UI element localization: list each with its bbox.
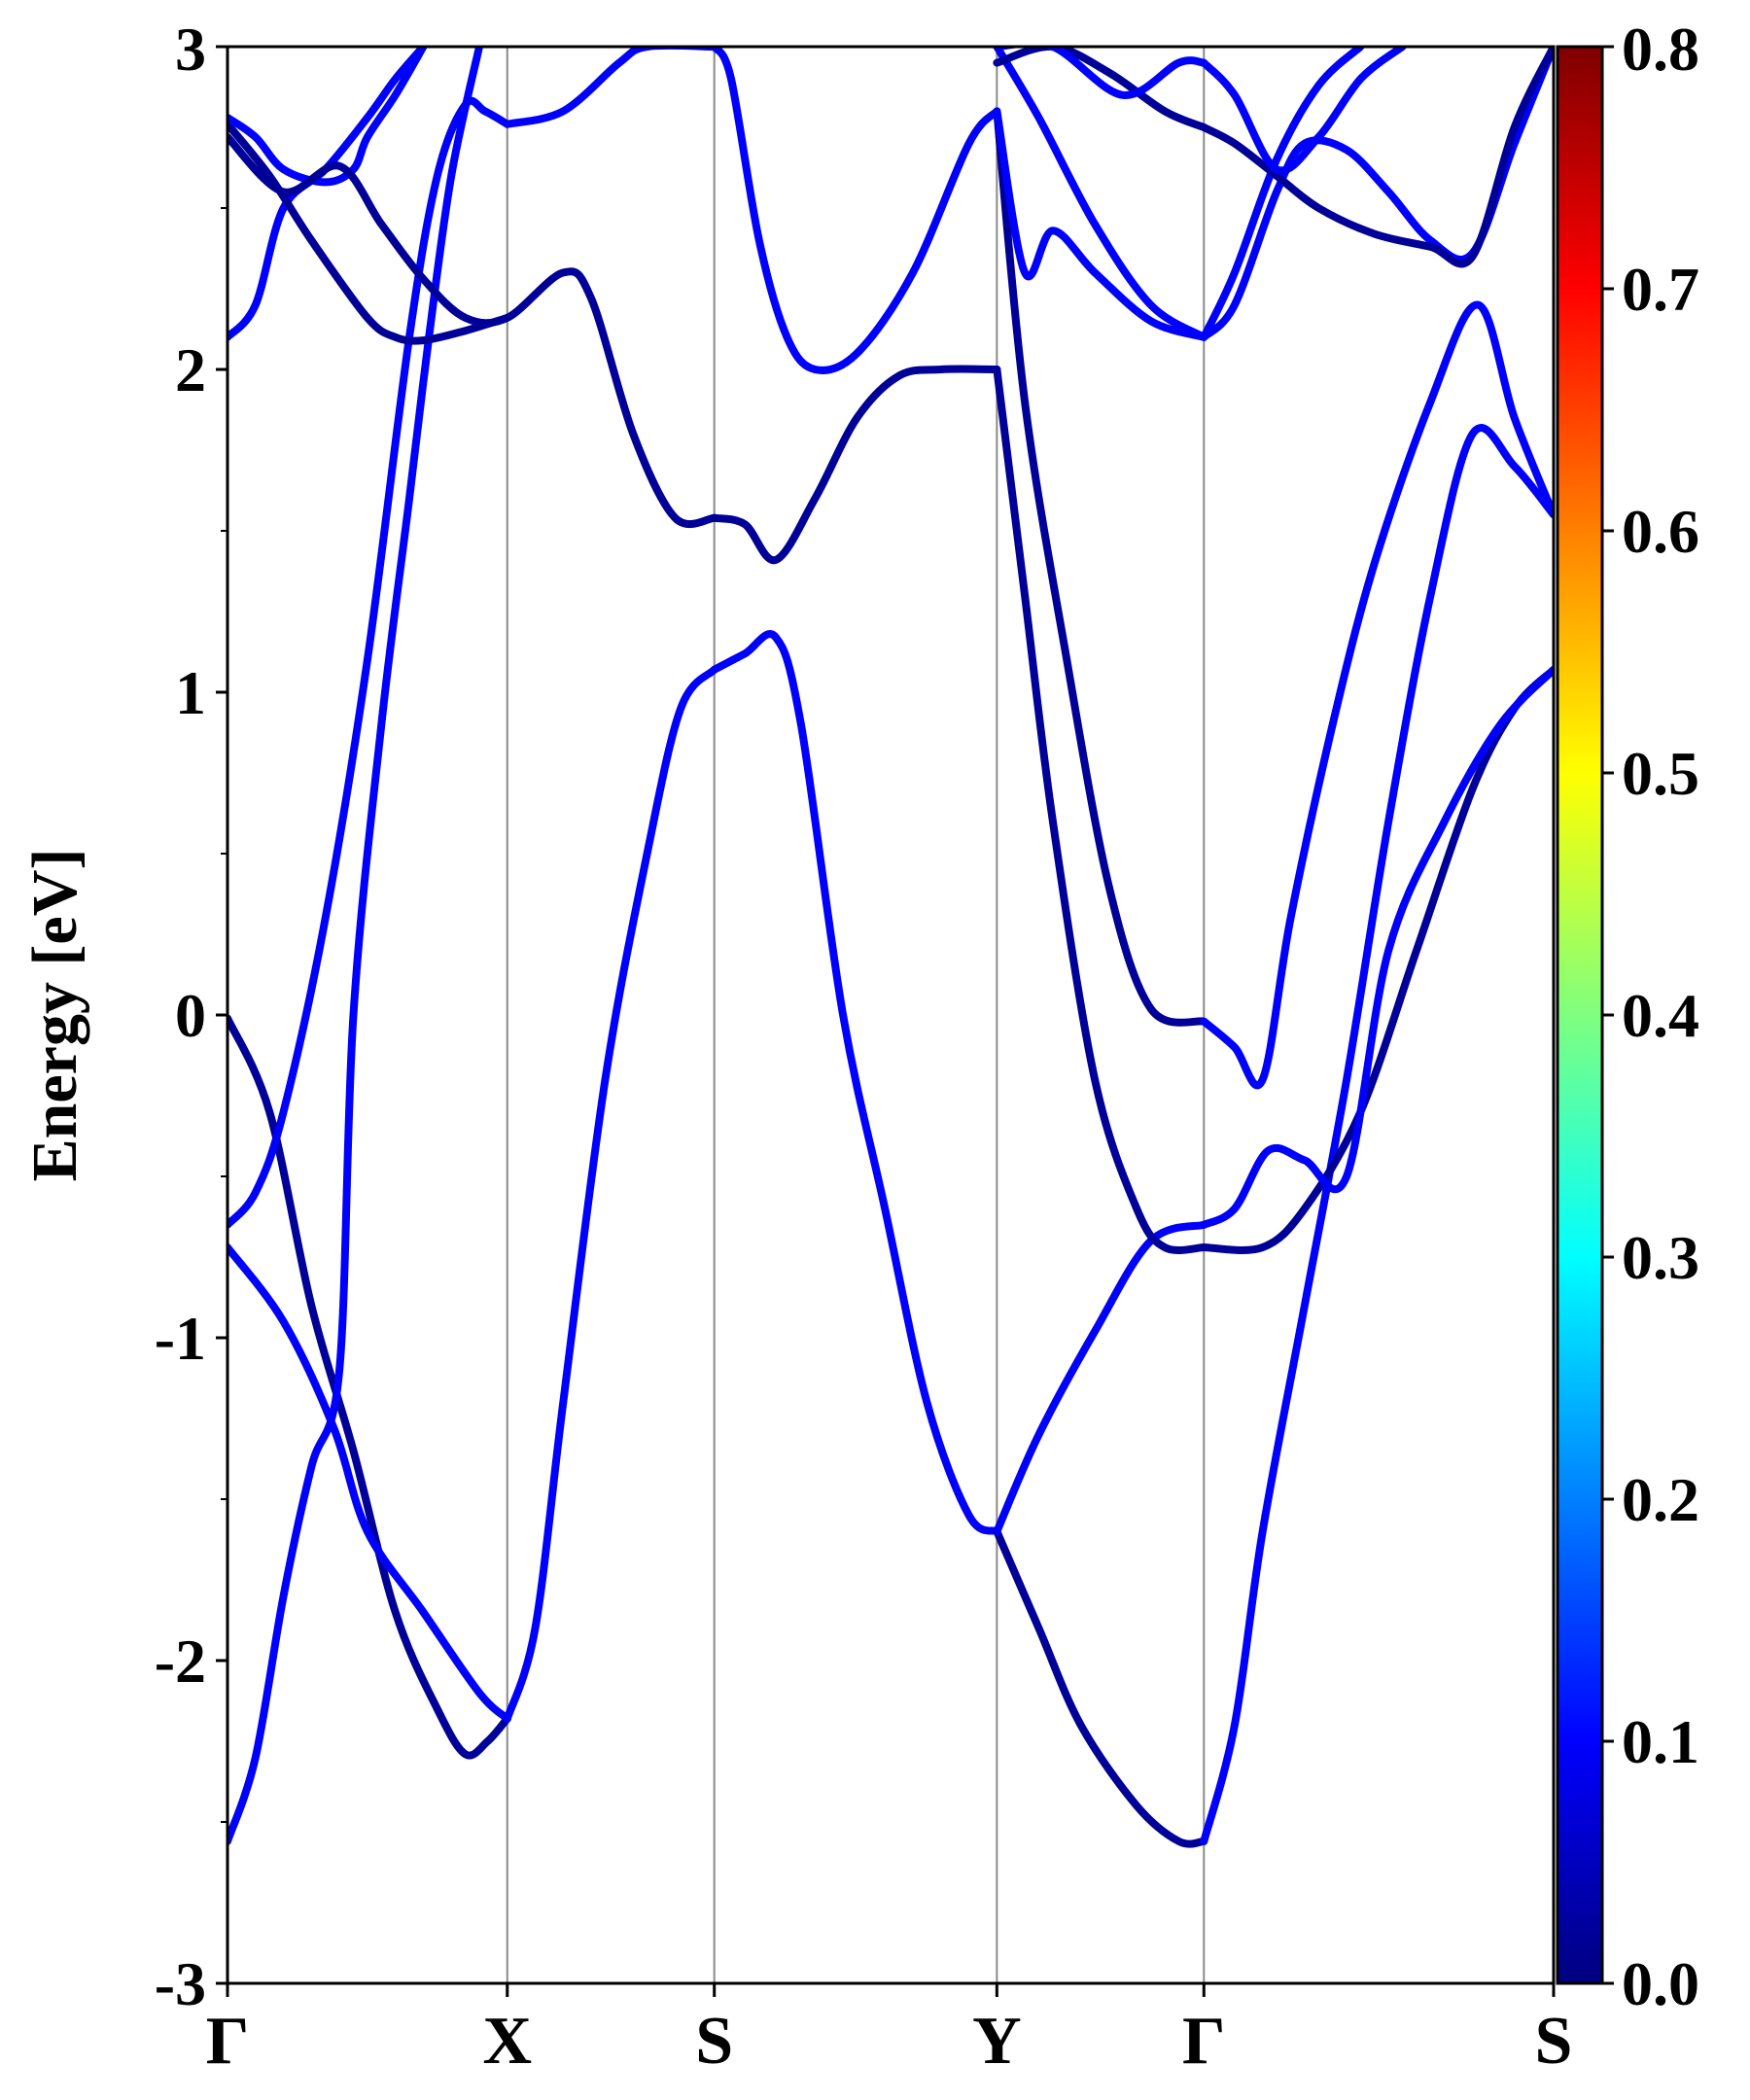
y-tick-label: 2	[175, 335, 206, 404]
band-line	[993, 366, 1208, 1254]
band-line	[228, 47, 428, 187]
band-line	[1200, 47, 1554, 341]
y-tick-label: -3	[155, 1949, 206, 2018]
kpoint-label: Γ	[1182, 2004, 1226, 2079]
axis-ticks: -3 -2 -1 0 1 2 3 Γ X S Y Γ S	[155, 15, 1573, 2079]
band-line	[228, 1243, 511, 1723]
colorbar-tick-label: 0.4	[1622, 981, 1699, 1050]
band-line	[993, 107, 1208, 341]
kpoint-label: Y	[972, 2004, 1022, 2079]
y-axis-label: Energy [eV]	[19, 849, 90, 1182]
colorbar-tick-label: 0.5	[1622, 739, 1699, 808]
kpoint-label: S	[695, 2004, 733, 2079]
y-tick-label: -1	[155, 1304, 206, 1373]
band-line	[993, 47, 1208, 341]
band-line	[710, 365, 1001, 564]
band-line	[993, 47, 1208, 99]
y-tick-label: -2	[155, 1627, 206, 1696]
band-line	[1200, 47, 1407, 175]
colorbar	[1556, 45, 1604, 1985]
band-line	[993, 1527, 1208, 1848]
band-line	[503, 665, 718, 1723]
colorbar-tick-label: 0.6	[1622, 497, 1699, 566]
kpoint-label: X	[482, 2004, 532, 2079]
band-line	[710, 630, 1001, 1536]
y-tick-label: 3	[175, 15, 206, 84]
band-line	[993, 107, 1208, 1027]
colorbar-ticks: 0.0 0.1 0.2 0.3 0.4 0.5 0.6 0.7 0.8	[1602, 15, 1699, 2018]
band-line	[993, 1220, 1208, 1536]
band-line	[503, 47, 718, 128]
kpoint-grid-lines	[506, 47, 1206, 1983]
band-line	[1200, 300, 1554, 1090]
band-line	[1200, 47, 1554, 268]
band-line	[228, 47, 483, 1845]
band-line	[1200, 665, 1554, 1229]
y-tick-label: 0	[175, 981, 206, 1050]
kpoint-label: S	[1535, 2004, 1573, 2079]
y-tick-label: 1	[175, 658, 206, 727]
band-line	[1200, 424, 1554, 1845]
colorbar-tick-label: 0.0	[1622, 1949, 1699, 2018]
colorbar-tick-label: 0.2	[1622, 1465, 1699, 1534]
band-line	[228, 133, 718, 529]
band-lines	[228, 47, 1554, 1848]
colorbar-tick-label: 0.7	[1622, 255, 1699, 324]
colorbar-tick-label: 0.1	[1622, 1707, 1699, 1776]
band-line	[228, 120, 511, 345]
band-line	[710, 47, 1001, 374]
colorbar-tick-label: 0.8	[1622, 15, 1699, 84]
colorbar-tick-label: 0.3	[1622, 1223, 1699, 1292]
kpoint-label: Γ	[206, 2004, 250, 2079]
band-line	[228, 1014, 511, 1760]
